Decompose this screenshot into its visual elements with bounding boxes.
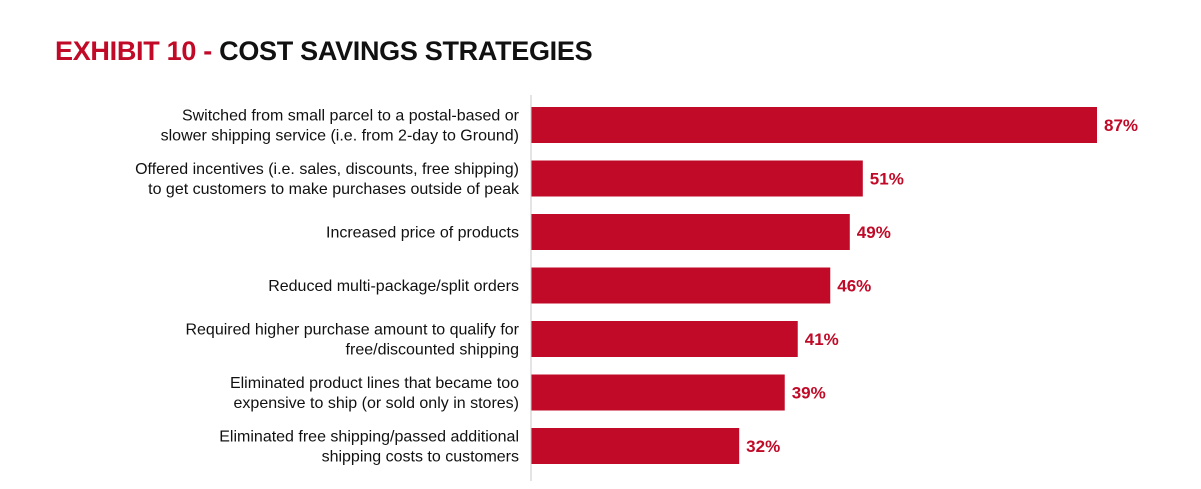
bar-1 (531, 107, 1097, 143)
category-label-2: Offered incentives (i.e. sales, discount… (135, 161, 520, 198)
category-label-line: to get customers to make purchases outsi… (148, 181, 520, 198)
category-label-line: Required higher purchase amount to quali… (185, 322, 519, 339)
category-label-1: Switched from small parcel to a postal-b… (161, 108, 520, 145)
title-separator: - (203, 36, 212, 66)
bar-7 (531, 428, 740, 464)
category-label-3: Increased price of products (326, 225, 519, 242)
value-label-1: 87% (1104, 116, 1138, 135)
exhibit-number: EXHIBIT 10 (55, 36, 197, 66)
category-label-line: Switched from small parcel to a postal-b… (182, 108, 520, 125)
bar-5 (531, 321, 798, 357)
category-label-line: free/discounted shipping (346, 342, 519, 359)
category-label-line: Eliminated product lines that became too (230, 375, 519, 392)
bars-layer: 87% Switched from small parcel to a posta… (135, 107, 1138, 466)
category-label-line: expensive to ship (or sold only in store… (234, 395, 519, 412)
bar-2 (531, 160, 863, 197)
category-label-line: Eliminated free shipping/passed addition… (219, 429, 519, 446)
category-label-line: Increased price of products (326, 225, 519, 242)
value-label-5: 41% (805, 330, 839, 349)
value-label-7: 32% (746, 437, 780, 456)
bar-6 (531, 374, 785, 411)
bar-4 (531, 267, 831, 304)
category-label-line: shipping costs to customers (322, 449, 519, 466)
title-text: COST SAVINGS STRATEGIES (219, 36, 593, 66)
chart-title: EXHIBIT 10 - COST SAVINGS STRATEGIES (55, 36, 593, 66)
value-label-2: 51% (870, 170, 904, 189)
category-label-5: Required higher purchase amount to quali… (185, 322, 519, 359)
category-label-6: Eliminated product lines that became too… (230, 375, 519, 412)
category-label-4: Reduced multi-package/split orders (268, 278, 519, 295)
category-label-line: Offered incentives (i.e. sales, discount… (135, 161, 519, 178)
category-label-line: Reduced multi-package/split orders (268, 278, 519, 295)
value-label-4: 46% (837, 277, 871, 296)
bar-3 (531, 214, 850, 250)
category-label-line: slower shipping service (i.e. from 2-day… (161, 128, 519, 145)
value-label-6: 39% (792, 384, 826, 403)
value-label-3: 49% (857, 223, 891, 242)
category-label-7: Eliminated free shipping/passed addition… (219, 429, 519, 466)
